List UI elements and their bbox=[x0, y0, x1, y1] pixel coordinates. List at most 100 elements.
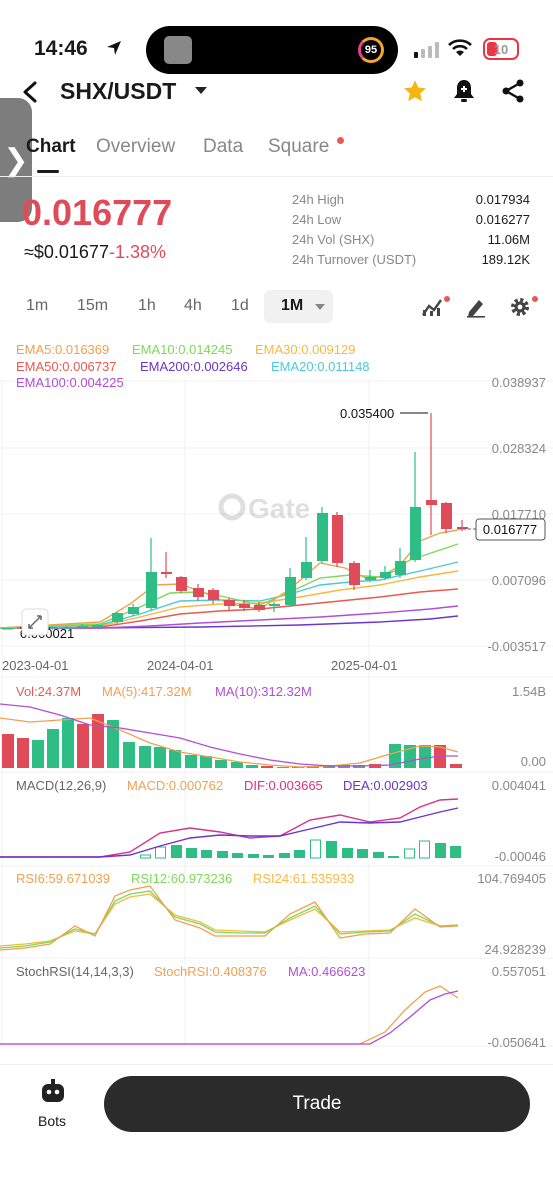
candle-body bbox=[254, 605, 265, 610]
volume-bar bbox=[62, 718, 74, 768]
stat-label: 24h Low bbox=[292, 212, 342, 227]
y-axis-tick: 0.028324 bbox=[492, 441, 546, 456]
volume-bar bbox=[261, 766, 273, 768]
candle-body bbox=[112, 613, 123, 622]
stat-row: 24h High 0.017934 bbox=[292, 192, 530, 212]
tab-data[interactable]: Data bbox=[203, 136, 244, 157]
macd-title: MACD(12,26,9) bbox=[16, 778, 106, 793]
volume-ma5-line bbox=[0, 717, 459, 768]
location-arrow-icon bbox=[107, 41, 121, 55]
macd-histogram-bar bbox=[326, 841, 337, 858]
dynamic-island: 95 bbox=[146, 26, 398, 74]
volume-ma10-label: MA(10):312.32M bbox=[215, 684, 312, 699]
interval-4h[interactable]: 4h bbox=[184, 297, 202, 314]
volume-bar bbox=[139, 746, 151, 768]
volume-bar bbox=[32, 740, 44, 768]
candle-body bbox=[301, 562, 312, 578]
interval-active[interactable]: 1M bbox=[281, 297, 304, 314]
candle-body bbox=[349, 563, 360, 585]
y-axis-tick: -0.050641 bbox=[487, 1035, 546, 1050]
bots-robot-icon[interactable] bbox=[40, 1078, 66, 1106]
notification-dot bbox=[337, 137, 344, 144]
ema100-line bbox=[0, 605, 459, 629]
pair-title[interactable]: SHX/USDT bbox=[60, 78, 177, 104]
chevron-down-icon[interactable] bbox=[195, 87, 207, 94]
volume-bar bbox=[215, 760, 227, 768]
interval-1m[interactable]: 1m bbox=[26, 297, 49, 314]
stat-value: 0.016277 bbox=[475, 212, 530, 227]
chevron-down-icon[interactable] bbox=[315, 304, 325, 310]
interval-1h[interactable]: 1h bbox=[138, 297, 156, 314]
ema-lines bbox=[0, 529, 459, 629]
interval-1d[interactable]: 1d bbox=[231, 297, 249, 314]
macd-histogram-bar bbox=[310, 839, 321, 859]
settings-gear-icon[interactable] bbox=[509, 296, 531, 318]
side-drawer-handle[interactable]: ❯ bbox=[0, 98, 32, 222]
ema-label: EMA10:0.014245 bbox=[132, 342, 232, 357]
back-arrow-icon[interactable] bbox=[20, 80, 42, 104]
bots-label[interactable]: Bots bbox=[38, 1113, 67, 1129]
volume-bar bbox=[154, 747, 166, 768]
trade-button[interactable]: Trade bbox=[104, 1076, 530, 1132]
macd-histogram-bar bbox=[419, 840, 430, 859]
interval-15m[interactable]: 15m bbox=[77, 297, 109, 314]
ema10-line bbox=[0, 543, 459, 629]
macd-value: MACD:0.000762 bbox=[127, 778, 223, 793]
volume-bar bbox=[450, 764, 462, 768]
draw-pencil-icon[interactable] bbox=[465, 296, 487, 318]
y-axis-tick: -0.00046 bbox=[495, 849, 546, 864]
macd-histogram-bar bbox=[186, 848, 197, 858]
island-activity-badge: 95 bbox=[358, 37, 384, 63]
battery-level: 10 bbox=[493, 41, 509, 57]
stat-row: 24h Turnover (USDT) 189.12K bbox=[292, 252, 530, 272]
tab-bar: Chart Overview Data Square bbox=[0, 136, 553, 176]
indicators-icon[interactable] bbox=[421, 296, 443, 318]
volume-ma10-line bbox=[0, 703, 458, 767]
ema30-line bbox=[0, 570, 459, 629]
stats-panel: 24h High 0.017934 24h Low 0.016277 24h Vol… bbox=[292, 192, 530, 272]
y-axis-tick: 0.038937 bbox=[492, 375, 546, 390]
macd-histogram-bar bbox=[435, 843, 446, 858]
watermark-text: Gate bbox=[248, 493, 310, 524]
candle-body bbox=[224, 600, 235, 606]
stoch-rsi-pane: StochRSI(14,14,3,3) StochRSI:0.408376 MA… bbox=[0, 964, 546, 1050]
price-change: -1.38% bbox=[108, 242, 167, 262]
price-alert-bell-icon[interactable] bbox=[452, 78, 476, 104]
macd-histogram-bar bbox=[279, 853, 290, 858]
candle-body bbox=[365, 577, 376, 580]
divider bbox=[0, 1064, 553, 1065]
x-axis-tick: 2024-04-01 bbox=[147, 658, 214, 673]
rsi-pane: RSI6:59.671039 RSI12:60.973236 RSI24:61.… bbox=[0, 871, 546, 957]
candle-body bbox=[77, 626, 88, 628]
current-price-label: 0.016777 bbox=[483, 522, 537, 537]
last-price: 0.016777 bbox=[22, 192, 173, 233]
stat-value: 189.12K bbox=[481, 252, 530, 267]
candle-body bbox=[193, 588, 204, 597]
rsi12-line bbox=[0, 890, 459, 949]
macd-histogram-bar bbox=[294, 850, 305, 858]
candle-body bbox=[317, 513, 328, 561]
volume-bar bbox=[47, 729, 59, 768]
volume-bar bbox=[200, 756, 212, 768]
price-chart[interactable]: Gate EMA5:0.016369 EMA10:0.014245 EMA30:… bbox=[0, 330, 553, 1060]
tab-overview[interactable]: Overview bbox=[96, 136, 176, 157]
tab-chart[interactable]: Chart bbox=[26, 136, 76, 157]
favorite-star-icon[interactable] bbox=[402, 78, 428, 104]
volume-bar bbox=[185, 755, 197, 768]
high-marker: 0.035400 bbox=[340, 406, 428, 421]
share-icon[interactable] bbox=[501, 78, 525, 104]
ema-label: EMA200:0.002646 bbox=[140, 359, 248, 374]
status-time: 14:46 bbox=[34, 37, 88, 60]
tab-square[interactable]: Square bbox=[268, 136, 330, 157]
y-axis-tick: 104.769405 bbox=[477, 871, 546, 886]
macd-dif: DIF:0.003665 bbox=[244, 778, 323, 793]
fullscreen-expand-icon[interactable] bbox=[21, 608, 49, 636]
candle-body bbox=[128, 607, 139, 614]
battery-icon: 10 bbox=[483, 38, 519, 60]
volume-bar bbox=[419, 745, 431, 768]
ema-label: EMA20:0.011148 bbox=[271, 359, 370, 374]
y-axis-tick: 0.004041 bbox=[492, 778, 546, 793]
candle-body bbox=[2, 628, 13, 630]
usd-price: ≈$0.01677 bbox=[24, 242, 109, 262]
candle-body bbox=[47, 627, 58, 629]
